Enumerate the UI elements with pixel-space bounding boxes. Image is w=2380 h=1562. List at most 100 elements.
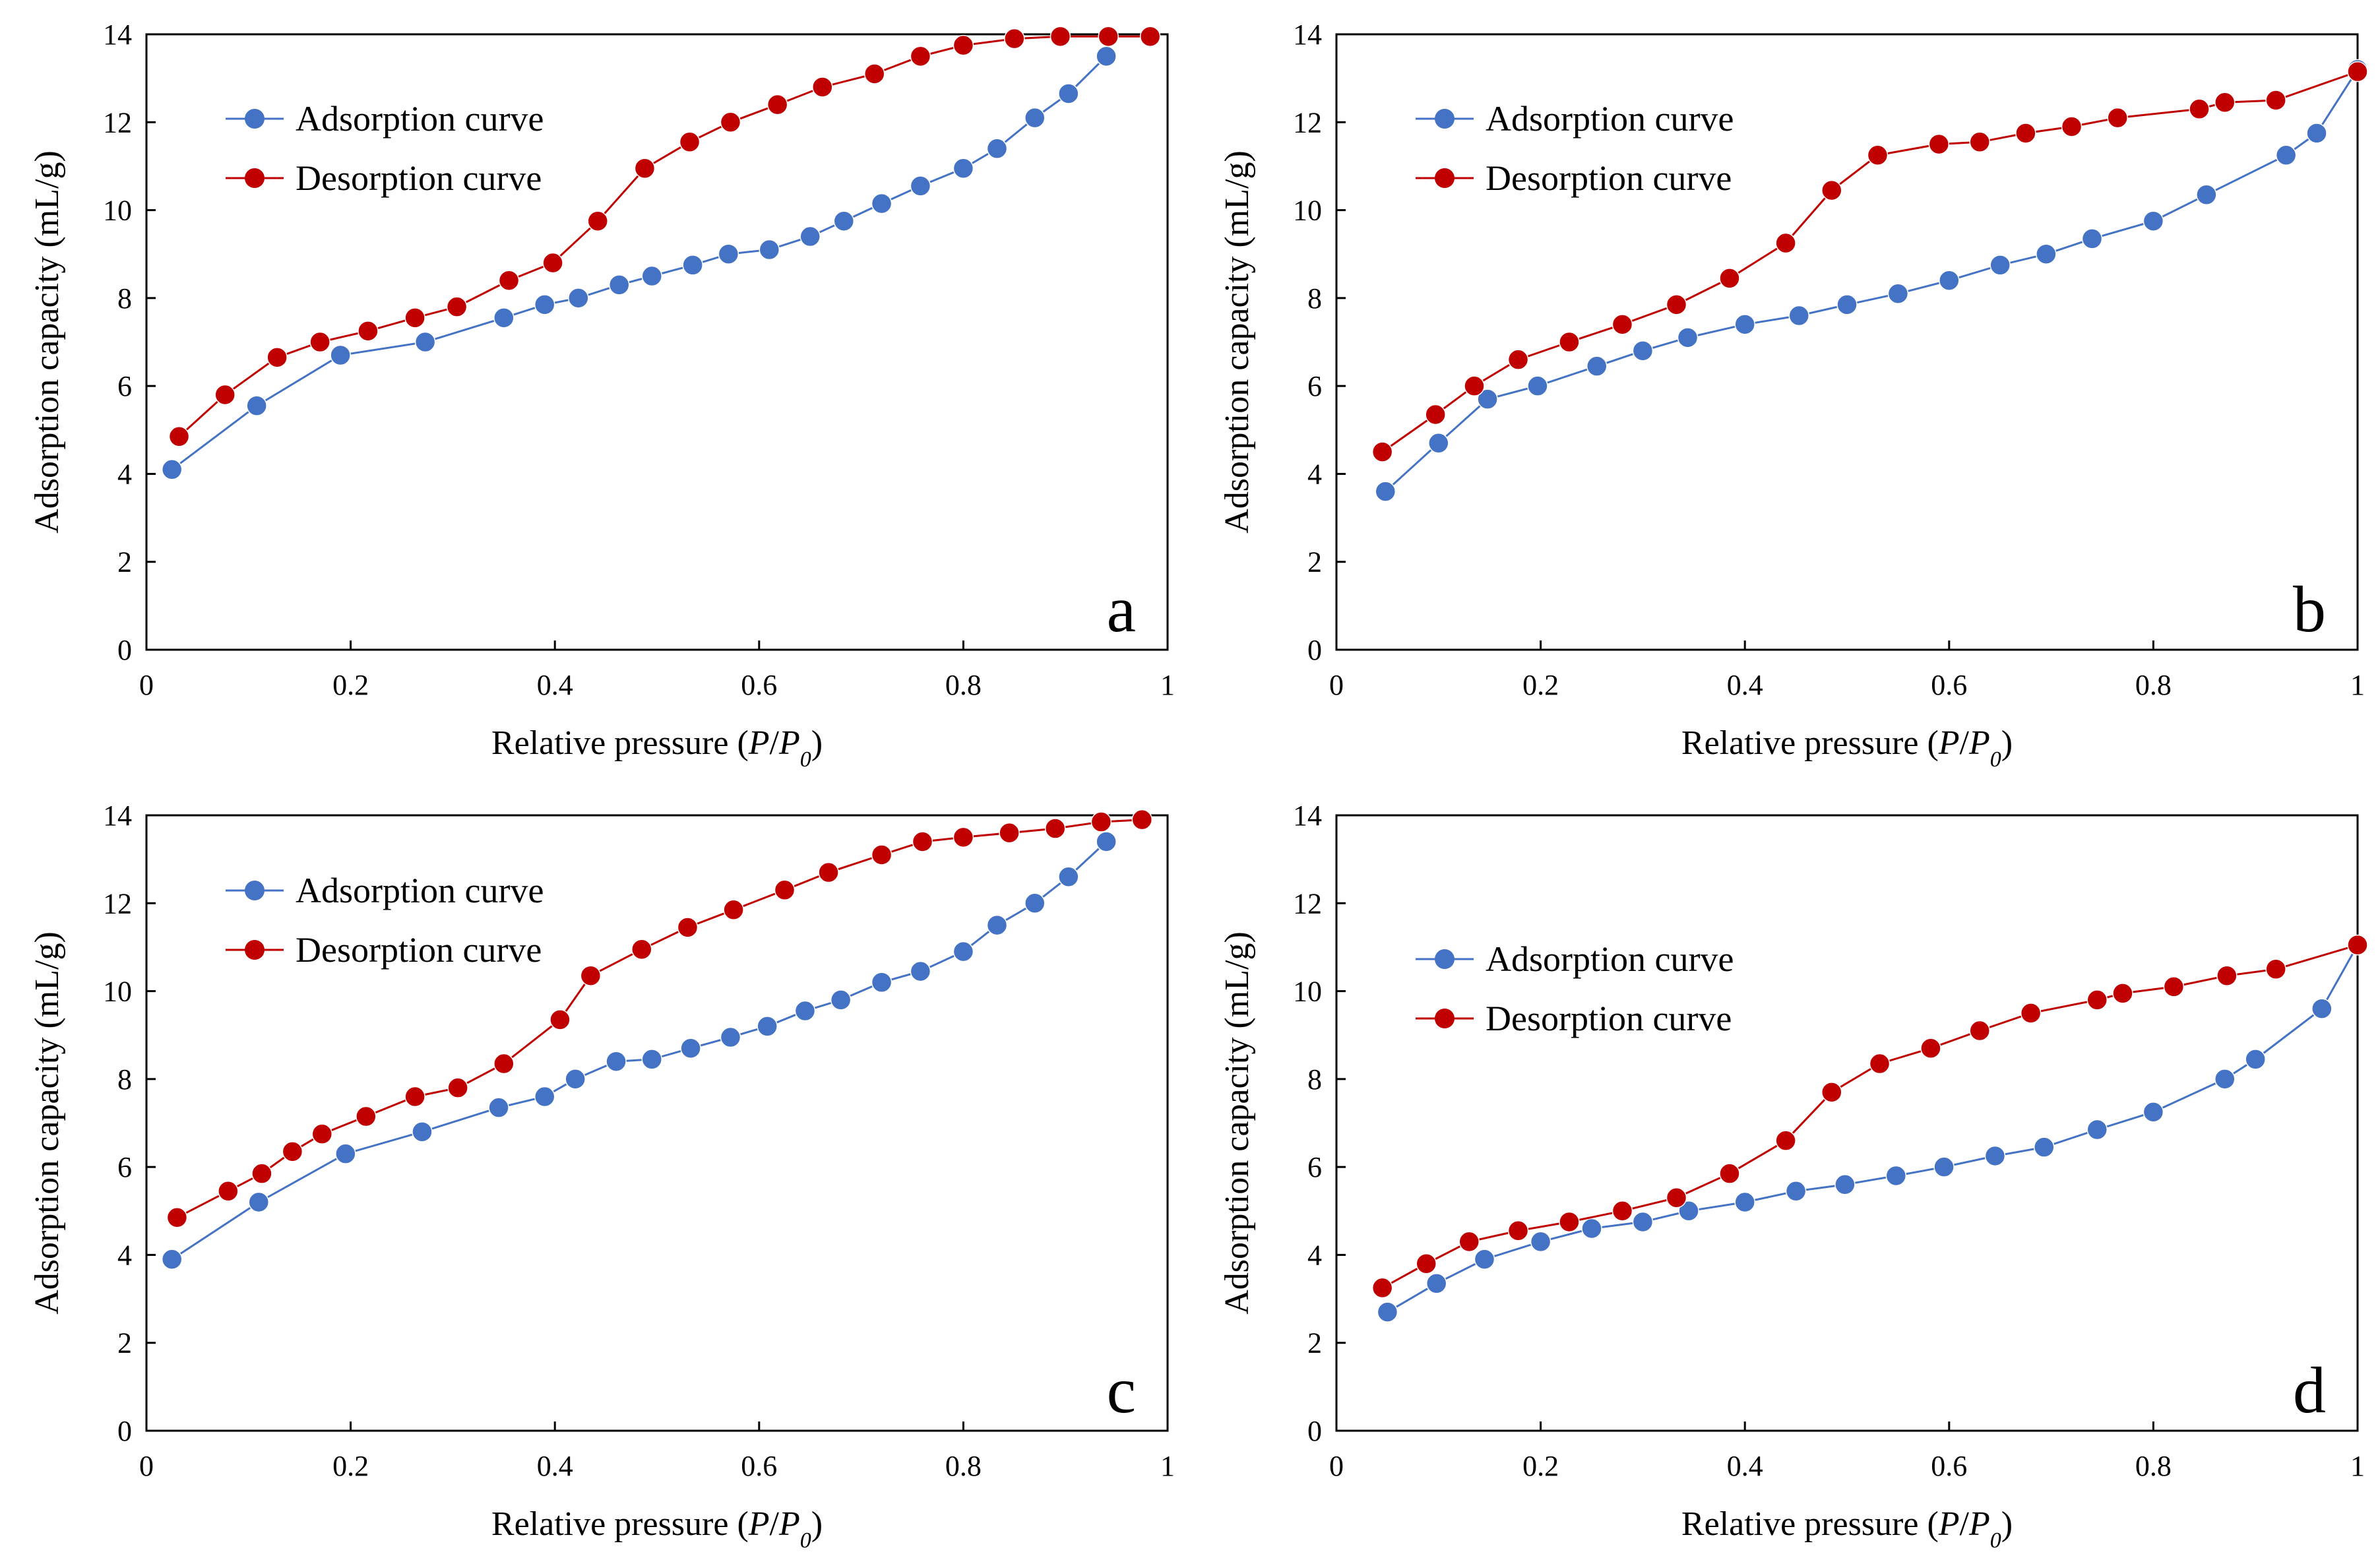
adsorption-curve-point [1477, 389, 1498, 410]
x-axis-title: Relative pressure (P/P0) [491, 724, 823, 772]
legend-label-desorption-curve: Desorption curve [1486, 158, 1732, 198]
desorption-curve-point [1416, 1253, 1437, 1274]
y-tick-label: 0 [117, 634, 132, 666]
y-tick-label: 8 [1307, 282, 1322, 315]
desorption-curve-point [446, 296, 468, 317]
x-tick-label: 0.6 [1931, 669, 1967, 701]
desorption-curve-point [587, 210, 608, 232]
x-axis-title-part: P [1938, 1505, 1960, 1543]
desorption-curve-point [358, 321, 379, 342]
adsorption-curve-point [1632, 340, 1654, 361]
desorption-curve-point [542, 252, 563, 274]
desorption-curve-point [2020, 1003, 2042, 1024]
desorption-curve-point [1131, 809, 1153, 830]
desorption-curve-point [447, 1077, 468, 1098]
y-tick-label: 4 [1307, 458, 1322, 490]
desorption-curve-point [1821, 1082, 1842, 1103]
adsorption-curve-point [1581, 1218, 1602, 1239]
x-tick-label: 0.8 [945, 669, 982, 701]
x-tick-label: 0 [139, 669, 154, 701]
adsorption-curve-point [1788, 305, 1809, 327]
x-axis-title-part: 0 [800, 1528, 811, 1553]
chart-svg: 0 2 4 6 8 10 12 14 0 0.2 0.4 0.6 0.8 1 Adsorption capa… [28, 799, 1175, 1553]
desorption-curve-point [720, 111, 741, 133]
desorption-curve-point [549, 1009, 571, 1030]
adsorption-curve-point [953, 941, 974, 962]
adsorption-curve-point [1024, 107, 1046, 129]
adsorption-curve-point [830, 989, 852, 1011]
desorption-curve-point [214, 384, 235, 406]
adsorption-curve-point [2036, 243, 2057, 265]
adsorption-curve-point [1933, 1156, 1955, 1177]
adsorption-curve-point [565, 1069, 586, 1090]
adsorption-curve-point [2311, 998, 2333, 1019]
adsorption-curve-point [1734, 314, 1755, 335]
y-tick-label: 0 [1307, 634, 1322, 666]
desorption-curve-point [910, 46, 931, 67]
adsorption-curve-point [871, 972, 892, 993]
y-axis-title: Adsorption capacity (mL/g) [1218, 931, 1256, 1315]
desorption-curve-point [404, 307, 425, 328]
adsorption-curve-point [1785, 1181, 1807, 1202]
y-tick-label: 10 [103, 195, 132, 227]
desorption-curve-point [1612, 1201, 1633, 1222]
x-tick-label: 0 [139, 1450, 154, 1482]
desorption-curve-point [309, 331, 330, 353]
y-tick-label: 2 [1307, 1327, 1322, 1359]
adsorption-curve-point [488, 1097, 509, 1118]
x-tick-label: 0.4 [537, 669, 573, 701]
adsorption-curve-point [1887, 283, 1909, 304]
adsorption-curve-point [1474, 1249, 1495, 1270]
x-axis-title-part: 0 [1990, 747, 2001, 772]
y-tick-label: 14 [103, 18, 132, 51]
desorption-curve-point [1044, 818, 1066, 839]
x-tick-label: 1 [1160, 1450, 1175, 1482]
adsorption-curve-point [1425, 1272, 1447, 1294]
legend-marker [245, 881, 265, 900]
desorption-curve-point [774, 879, 796, 901]
y-tick-label: 10 [1293, 976, 1322, 1008]
panel-letter: d [2293, 1354, 2326, 1427]
y-tick-label: 12 [1293, 106, 1322, 139]
adsorption-curve-point [799, 226, 821, 247]
desorption-curve-point [1098, 26, 1119, 47]
legend-marker [245, 109, 265, 129]
desorption-curve-point [1821, 179, 1842, 201]
adsorption-curve-point [759, 239, 780, 261]
adsorption-curve-point [1677, 327, 1699, 348]
desorption-curve-point [580, 965, 602, 986]
desorption-curve-point [282, 1141, 303, 1162]
desorption-curve-point [168, 426, 190, 447]
legend-marker [245, 168, 265, 188]
desorption-curve-point [2216, 965, 2238, 986]
x-axis-title: Relative pressure (P/P0) [1681, 1505, 2013, 1553]
adsorption-curve-point [1734, 1191, 1755, 1213]
plot-frame [1335, 33, 2359, 651]
desorption-curve-point [634, 158, 656, 179]
y-tick-label: 6 [117, 1151, 132, 1183]
x-axis-title-part: / [1960, 724, 1970, 762]
adsorption-curve-point [2196, 184, 2217, 205]
desorption-curve-point [251, 1163, 272, 1184]
adsorption-curve-point [757, 1016, 778, 1037]
x-axis-title-part: ) [2001, 1505, 2013, 1543]
desorption-curve-point [1869, 1053, 1891, 1075]
adsorption-curve-point [248, 1191, 270, 1213]
x-tick-label: 0.6 [1931, 1450, 1967, 1482]
y-tick-label: 4 [117, 458, 132, 490]
adsorption-curve-point [161, 459, 183, 480]
plot-frame [1335, 814, 2359, 1432]
x-axis-title-part: ) [811, 724, 823, 762]
y-tick-label: 2 [117, 546, 132, 578]
adsorption-curve-point [414, 331, 436, 353]
adsorption-curve-point [1058, 83, 1079, 104]
x-axis-title-part: Relative pressure ( [1681, 1505, 1939, 1543]
legend-marker [1435, 109, 1455, 129]
desorption-curve-point [871, 844, 892, 865]
desorption-curve-point [266, 347, 288, 368]
desorption-curve-point [2347, 934, 2368, 956]
x-tick-label: 0.4 [1727, 669, 1763, 701]
y-tick-label: 4 [1307, 1239, 1322, 1271]
desorption-curve-point [812, 77, 833, 98]
desorption-curve-point [1666, 294, 1687, 315]
